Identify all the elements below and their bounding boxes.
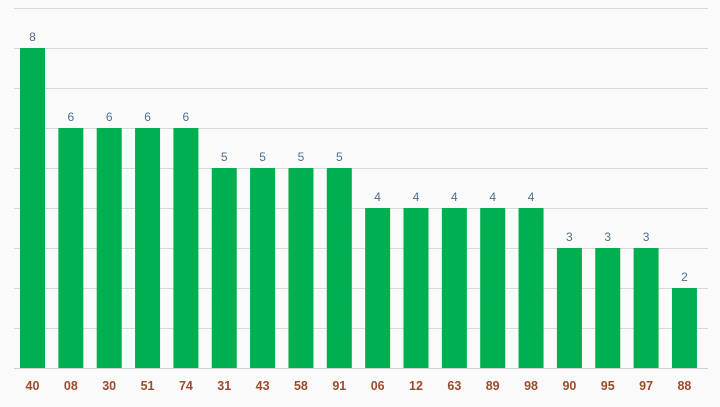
bar <box>250 168 276 368</box>
data-label: 4 <box>528 190 535 204</box>
bar <box>58 128 84 368</box>
bar <box>326 168 352 368</box>
x-tick-label: 43 <box>256 379 270 393</box>
x-tick-labels: 40 08 30 51 74 31 43 58 91 06 12 63 89 98 90 95 97 88 <box>26 379 692 393</box>
x-tick-label: 98 <box>524 379 538 393</box>
data-label: 5 <box>221 150 228 164</box>
bar <box>403 208 429 368</box>
data-label: 4 <box>451 190 458 204</box>
x-tick-label: 74 <box>179 379 193 393</box>
bar <box>288 168 314 368</box>
x-tick-label: 95 <box>601 379 615 393</box>
bar <box>480 208 506 368</box>
data-label: 5 <box>259 150 266 164</box>
data-label: 5 <box>298 150 305 164</box>
bar <box>595 248 621 368</box>
data-label: 5 <box>336 150 343 164</box>
bar <box>441 208 467 368</box>
data-label: 4 <box>374 190 381 204</box>
x-tick-label: 08 <box>64 379 78 393</box>
x-tick-label: 58 <box>294 379 308 393</box>
x-tick-label: 06 <box>371 379 385 393</box>
data-label: 4 <box>489 190 496 204</box>
bar <box>96 128 122 368</box>
bars <box>20 48 697 368</box>
data-label: 3 <box>604 230 611 244</box>
x-tick-label: 90 <box>562 379 576 393</box>
bar <box>633 248 659 368</box>
data-label: 6 <box>183 110 190 124</box>
bar <box>173 128 199 368</box>
bar <box>671 288 697 368</box>
x-tick-label: 63 <box>447 379 461 393</box>
bar <box>518 208 544 368</box>
x-tick-label: 12 <box>409 379 423 393</box>
bar <box>556 248 582 368</box>
data-label: 3 <box>566 230 573 244</box>
value-labels: 8 6 6 6 6 5 5 5 5 4 4 4 4 4 3 3 3 2 <box>29 30 688 284</box>
x-tick-label: 51 <box>141 379 155 393</box>
x-tick-label: 30 <box>102 379 116 393</box>
x-tick-label: 89 <box>486 379 500 393</box>
data-label: 2 <box>681 270 688 284</box>
data-label: 3 <box>643 230 650 244</box>
x-tick-label: 91 <box>332 379 346 393</box>
bar <box>211 168 237 368</box>
x-tick-label: 31 <box>217 379 231 393</box>
bar <box>365 208 391 368</box>
data-label: 6 <box>144 110 151 124</box>
bar <box>20 48 45 368</box>
x-tick-label: 88 <box>677 379 691 393</box>
x-tick-label: 97 <box>639 379 653 393</box>
bar <box>135 128 161 368</box>
data-label: 6 <box>106 110 113 124</box>
data-label: 4 <box>413 190 420 204</box>
gridlines <box>14 8 708 369</box>
data-label: 8 <box>29 30 36 44</box>
data-label: 6 <box>68 110 75 124</box>
x-tick-label: 40 <box>26 379 40 393</box>
